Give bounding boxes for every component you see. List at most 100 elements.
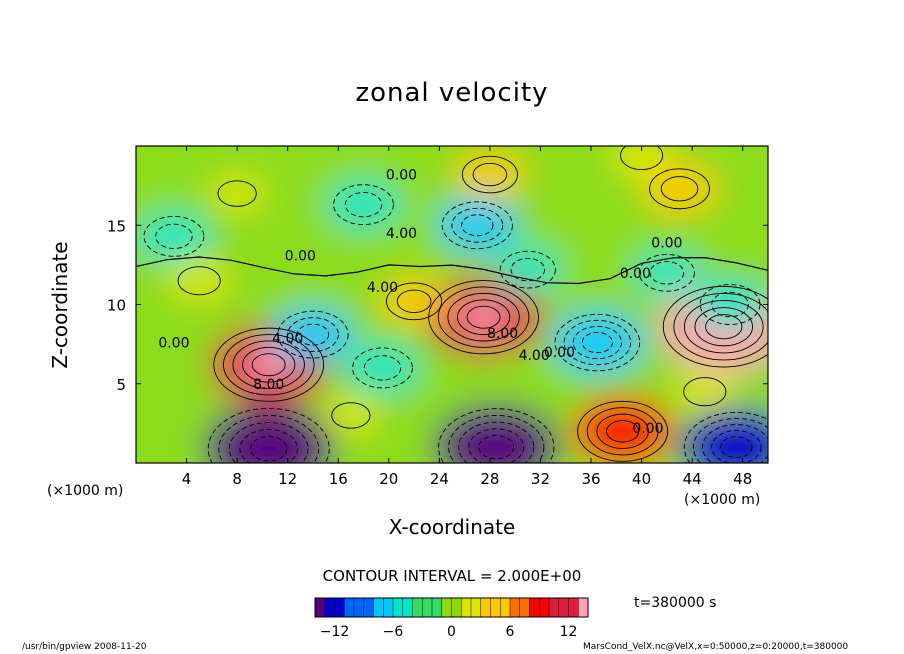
contour-22-1 bbox=[177, 266, 221, 296]
contour-label: 4.00 bbox=[519, 348, 550, 364]
footer-left: /usr/bin/gpview 2008-11-20 bbox=[22, 642, 147, 652]
colorbar-cell bbox=[363, 598, 374, 617]
field-feature-18 bbox=[208, 173, 267, 214]
contour-2-5 bbox=[705, 314, 743, 340]
contour-11-2 bbox=[363, 355, 402, 381]
contour-4-4 bbox=[239, 429, 298, 463]
contour-interval: CONTOUR INTERVAL = 2.000E+00 bbox=[322, 567, 582, 585]
contour-2-4 bbox=[694, 307, 753, 347]
x-tick-label: 48 bbox=[733, 470, 752, 488]
contour-10-1 bbox=[277, 310, 349, 359]
colorbar-cell bbox=[373, 598, 384, 617]
field-feature-17 bbox=[641, 163, 718, 215]
contour-6-2 bbox=[692, 418, 768, 463]
field-feature-14 bbox=[631, 249, 702, 297]
contour-1-2 bbox=[437, 286, 530, 348]
colorbar-cell bbox=[519, 598, 530, 617]
contour-labels: 0.004.000.000.000.004.008.004.000.000.00… bbox=[158, 168, 682, 438]
field-feature-21 bbox=[672, 369, 737, 414]
colorbar-tick-label: −12 bbox=[320, 624, 350, 640]
colorbar-cell bbox=[432, 598, 443, 617]
colorbar-cell bbox=[451, 598, 462, 617]
y-tick-label: 5 bbox=[116, 376, 126, 394]
field-core-4 bbox=[243, 430, 295, 463]
contour-1-4 bbox=[457, 299, 511, 336]
contour-label: 0.00 bbox=[285, 248, 316, 264]
colorbar-cell bbox=[578, 598, 589, 617]
colorbar-cell bbox=[412, 598, 423, 617]
x-tick-label: 32 bbox=[531, 470, 550, 488]
contour-5-5 bbox=[478, 435, 515, 460]
contour-7-3 bbox=[572, 325, 623, 360]
colorbar-cell bbox=[568, 598, 579, 617]
contour-label: 0.00 bbox=[544, 345, 575, 361]
contour-23-2 bbox=[396, 289, 432, 314]
colorbar-tick-label: 0 bbox=[447, 624, 456, 640]
contour-13-1 bbox=[143, 215, 205, 257]
contour-0-5 bbox=[251, 353, 286, 377]
contour-10-2 bbox=[287, 317, 339, 353]
field-feature-19 bbox=[609, 146, 674, 178]
colorbar: −12 −6 0 6 12 bbox=[314, 597, 589, 640]
colorbar-cell bbox=[344, 598, 355, 617]
contour-0-2 bbox=[222, 334, 315, 396]
contour-16-1 bbox=[461, 155, 518, 194]
colorbar-tick-label: 12 bbox=[560, 624, 578, 640]
contour-4-2 bbox=[218, 415, 320, 463]
contour-label: 0.00 bbox=[620, 266, 651, 282]
contour-10-3 bbox=[296, 323, 330, 346]
field-feature-15 bbox=[492, 245, 563, 294]
footer-right: MarsCond_VelX.nc@VelX,x=0:50000,z=0:2000… bbox=[583, 642, 849, 652]
field-feature-23 bbox=[379, 277, 450, 326]
colorbar-cell bbox=[422, 598, 433, 617]
contour-label: 0.00 bbox=[158, 336, 189, 352]
contour-17-2 bbox=[660, 176, 699, 202]
x-tick-label: 40 bbox=[632, 470, 651, 488]
colorbar-cell bbox=[393, 598, 404, 617]
contour-14-1 bbox=[638, 253, 695, 292]
contour-5-2 bbox=[448, 414, 545, 463]
contour-4-1 bbox=[207, 407, 330, 463]
contour-7-2 bbox=[563, 319, 632, 366]
colorbar-cell bbox=[334, 598, 345, 617]
contour-5-4 bbox=[468, 428, 525, 463]
contour-4-3 bbox=[228, 422, 309, 463]
contour-3-1 bbox=[577, 400, 669, 462]
colorbar-frame bbox=[314, 597, 589, 618]
contour-21-1 bbox=[683, 377, 727, 407]
contour-17-1 bbox=[649, 168, 710, 210]
contour-1-5 bbox=[466, 305, 501, 329]
x-unit-left: (×1000 m) bbox=[47, 483, 124, 499]
contour-18-1 bbox=[217, 180, 257, 207]
contour-15-2 bbox=[510, 257, 546, 282]
contour-0-4 bbox=[242, 346, 296, 383]
x-tick-label: 8 bbox=[232, 470, 242, 488]
contour-label: 4.00 bbox=[386, 226, 417, 242]
colorbar-cell bbox=[402, 598, 413, 617]
contour-20-1 bbox=[331, 402, 371, 429]
contour-5-3 bbox=[458, 421, 535, 463]
contour-8-1 bbox=[333, 184, 394, 226]
contour-5-1 bbox=[438, 408, 555, 463]
contour-label: 4.00 bbox=[367, 280, 398, 296]
field-core-5 bbox=[472, 429, 521, 463]
contour-14-2 bbox=[649, 261, 685, 285]
contour-label: 8.00 bbox=[487, 326, 518, 342]
contour-13-2 bbox=[155, 223, 193, 249]
colorbar-cell bbox=[315, 598, 326, 617]
colorbar-cell bbox=[490, 598, 501, 617]
colorbar-cell bbox=[480, 598, 491, 617]
contour-3-2 bbox=[586, 407, 659, 456]
field-feature-20 bbox=[321, 395, 380, 436]
colorbar-cell bbox=[383, 598, 394, 617]
contour-2-3 bbox=[683, 300, 764, 354]
contour-6-3 bbox=[702, 424, 768, 463]
contour-lines bbox=[136, 146, 768, 463]
contour-label: 4.00 bbox=[272, 331, 303, 347]
colorbar-cell bbox=[461, 598, 472, 617]
contour-12-1 bbox=[699, 284, 761, 325]
colorbar-tick-label: −6 bbox=[383, 624, 404, 640]
field-feature-16 bbox=[454, 150, 525, 199]
contour-11-1 bbox=[352, 347, 413, 389]
